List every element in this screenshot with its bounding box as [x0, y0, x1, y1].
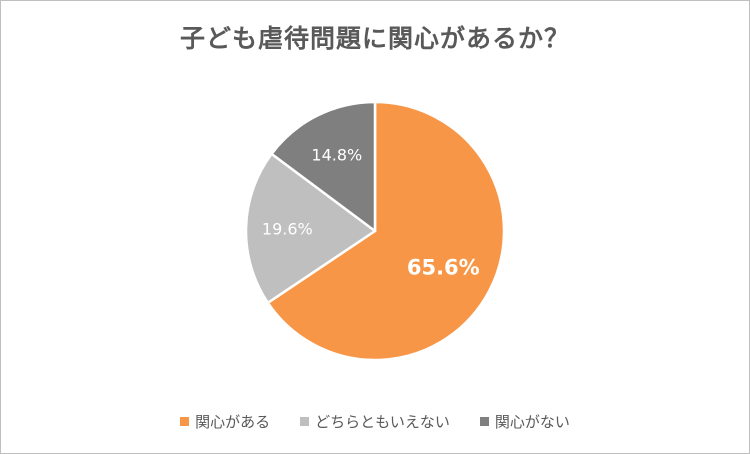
legend-label-not-interested: 関心がない [494, 413, 570, 431]
pie-slice-not-interested [270, 100, 377, 233]
legend-swatch-neutral [300, 417, 310, 426]
legend-item-neutral: どちらともいえない [300, 411, 450, 432]
chart-title: 子ども虐待問題に関心があるか？ [179, 24, 570, 53]
legend-label-interested: 関心がある [195, 413, 271, 431]
pie-slice-neutral [244, 152, 377, 305]
pie-label-interested: 65.6% [407, 255, 480, 279]
pie-slice-interested [266, 100, 506, 362]
legend-swatch-interested [180, 417, 190, 426]
legend-swatch-not-interested [479, 417, 489, 426]
legend-item-interested: 関心がある [180, 411, 270, 432]
legend-item-not-interested: 関心がない [479, 411, 570, 432]
pie-label-not-interested: 14.8% [311, 145, 362, 164]
legend: 関心がある どちらともいえない 関心がない [1, 411, 749, 432]
pie-label-neutral: 19.6% [262, 219, 313, 238]
legend-label-neutral: どちらともいえない [315, 413, 450, 431]
